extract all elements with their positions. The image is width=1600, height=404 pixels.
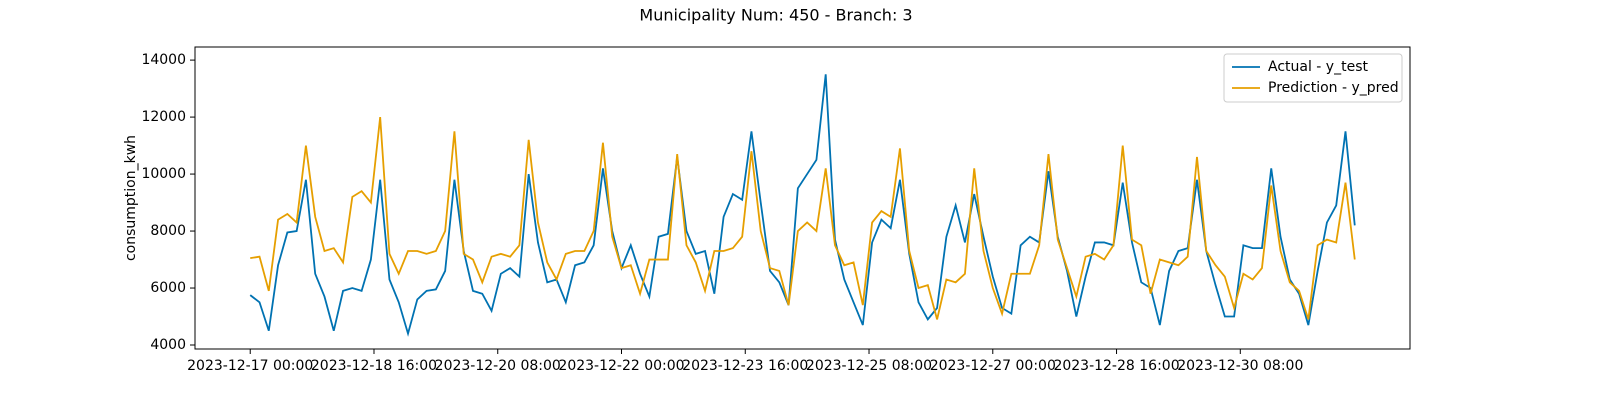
x-tick-label: 2023-12-28 16:00 [1053,358,1179,374]
x-tick-label: 2023-12-30 08:00 [1177,358,1303,374]
x-tick-label: 2023-12-27 00:00 [930,358,1056,374]
y-tick-label: 14000 [141,52,186,68]
legend: Actual - y_test Prediction - y_pred [1223,53,1403,103]
x-tick-label: 2023-12-23 16:00 [682,358,808,374]
series-line [249,74,1356,337]
y-tick-label: 12000 [141,109,186,125]
y-tick-label: 6000 [150,280,186,296]
chart-title: Municipality Num: 450 - Branch: 3 [639,6,912,25]
y-tick-label: 4000 [150,337,186,353]
x-tick-label: 2023-12-18 16:00 [311,358,437,374]
x-tick-label: 2023-12-20 08:00 [435,358,561,374]
x-tick-label: 2023-12-25 08:00 [806,358,932,374]
x-tick-label: 2023-12-22 00:00 [558,358,684,374]
legend-box [1223,53,1403,103]
y-axis-label: consumption_kwh [123,135,139,261]
series-line [250,116,1356,320]
y-tick-label: 8000 [150,223,186,239]
y-tick-label: 10000 [141,166,186,182]
legend-label: Prediction - y_pred [1268,80,1399,96]
x-tick-label: 2023-12-17 00:00 [187,358,313,374]
plot-area [194,46,1411,350]
legend-label: Actual - y_test [1268,59,1368,75]
